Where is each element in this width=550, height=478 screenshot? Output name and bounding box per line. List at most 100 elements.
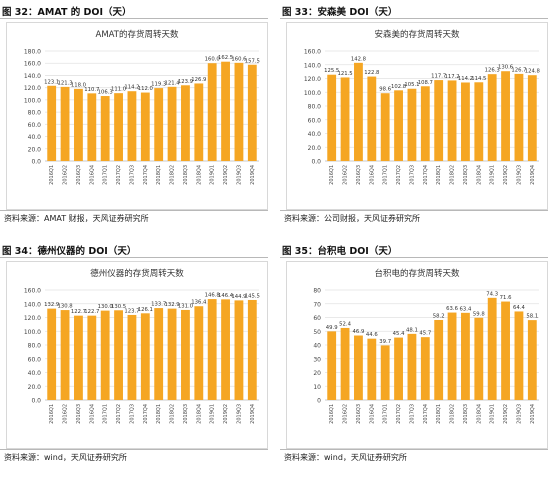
x-tick-label: 2019Q1 [210,165,216,185]
data-label: 52.4 [339,321,351,327]
data-label: 98.6 [379,87,391,93]
data-label: 136.4 [191,300,207,306]
bar [100,310,110,400]
data-label: 130.8 [57,304,73,310]
bar [140,313,150,400]
x-tick-label: 2018Q2 [170,404,176,424]
y-tick-label: 120.0 [304,76,321,83]
bar [60,310,70,400]
bar [514,311,524,400]
data-label: 122.7 [84,309,99,315]
x-tick-label: 2017Q3 [129,404,135,424]
x-tick-label: 2019Q4 [250,165,256,185]
x-tick-label: 2018Q2 [450,165,456,185]
y-tick-label: 80 [313,288,321,295]
data-label: 48.1 [406,327,418,333]
chart-frame: 德州仪器的存货周转天数 0.0 20.0 40.0 60.0 80.0 100.0 120.0… [6,261,268,449]
y-tick-label: 40.0 [28,370,42,377]
bar [367,338,377,400]
bar [501,71,510,161]
y-tick-label: 100.0 [24,329,41,336]
bar [247,64,257,161]
data-label: 49.9 [326,325,338,331]
y-tick-label: 60 [313,315,321,322]
data-label: 123.7 [124,308,139,314]
x-tick-label: 2018Q3 [183,165,189,185]
chart-title: AMAT的存货周转天数 [96,29,179,40]
data-label: 119.3 [151,82,166,88]
bar [420,337,430,400]
y-tick-label: 100.0 [304,90,321,97]
bar [340,327,350,400]
bar [114,310,123,400]
x-tick-label: 2018Q1 [436,165,442,185]
y-tick-label: 20.0 [28,384,42,391]
bar [514,73,524,161]
data-label: 44.6 [366,332,378,338]
x-tick-label: 2016Q3 [356,165,362,185]
bar [60,86,70,161]
y-tick-label: 80.0 [308,104,322,111]
bar [221,61,230,161]
x-tick-label: 2016Q4 [89,404,95,424]
data-label: 121.3 [57,80,72,86]
y-tick-label: 0.0 [31,159,41,166]
data-label: 157.5 [245,58,260,64]
x-tick-label: 2018Q3 [463,404,469,424]
bar [140,92,150,161]
title-rule [280,257,548,258]
data-label: 146.8 [205,293,221,299]
data-label: 142.8 [351,56,367,62]
bar [527,320,537,400]
x-tick-label: 2016Q1 [49,165,55,185]
data-label: 130.0 [98,304,114,310]
y-tick-label: 0.0 [31,398,41,405]
y-tick-label: 20 [313,370,321,377]
data-label: 131.0 [178,303,194,309]
bar [380,93,390,161]
bar [47,85,57,161]
data-label: 63.6 [446,306,458,312]
bar [74,88,83,161]
data-label: 123.9 [178,79,193,85]
bar [234,300,244,400]
y-tick-label: 30 [313,356,321,363]
bar [47,308,57,400]
x-tick-label: 2017Q1 [383,165,389,185]
y-tick-label: 80.0 [28,110,42,117]
data-label: 111.0 [111,87,127,93]
x-tick-label: 2016Q2 [63,165,69,185]
bar [527,75,537,161]
data-label: 117.7 [431,74,446,80]
x-tick-label: 2019Q3 [236,165,242,185]
source-note: 资料来源：AMAT 财报，天风证券研究所 [4,214,149,223]
data-label: 160.6 [231,56,247,62]
x-tick-label: 2018Q3 [463,165,469,185]
x-tick-label: 2019Q3 [516,404,522,424]
bar [194,83,204,161]
data-label: 74.3 [486,291,498,297]
bar [367,76,377,161]
x-tick-label: 2016Q1 [329,165,335,185]
data-label: 39.7 [379,339,391,345]
x-tick-label: 2017Q3 [409,165,415,185]
data-label: 45.7 [419,331,431,337]
x-tick-label: 2018Q4 [196,404,202,424]
data-label: 114.5 [471,76,486,82]
bar [127,314,137,400]
y-tick-label: 50 [313,329,321,336]
chart-frame: 台积电的存货周转天数 0 10 20 30 40 50 60 70 80 49.9 2016Q1 52.… [286,261,548,449]
y-tick-label: 70 [313,301,321,308]
x-tick-label: 2019Q1 [490,404,496,424]
figure-title: 图 34：德州仪器的 DOI（天） [2,246,137,257]
y-tick-label: 160.0 [304,49,321,56]
bar [434,80,444,161]
y-tick-label: 40.0 [308,131,322,138]
bottom-rule [280,210,548,211]
y-tick-label: 0.0 [311,159,321,166]
bar [181,309,190,400]
title-rule [0,18,268,19]
bar [167,86,177,161]
x-tick-label: 2019Q2 [503,165,509,185]
data-label: 126.7 [511,67,526,73]
